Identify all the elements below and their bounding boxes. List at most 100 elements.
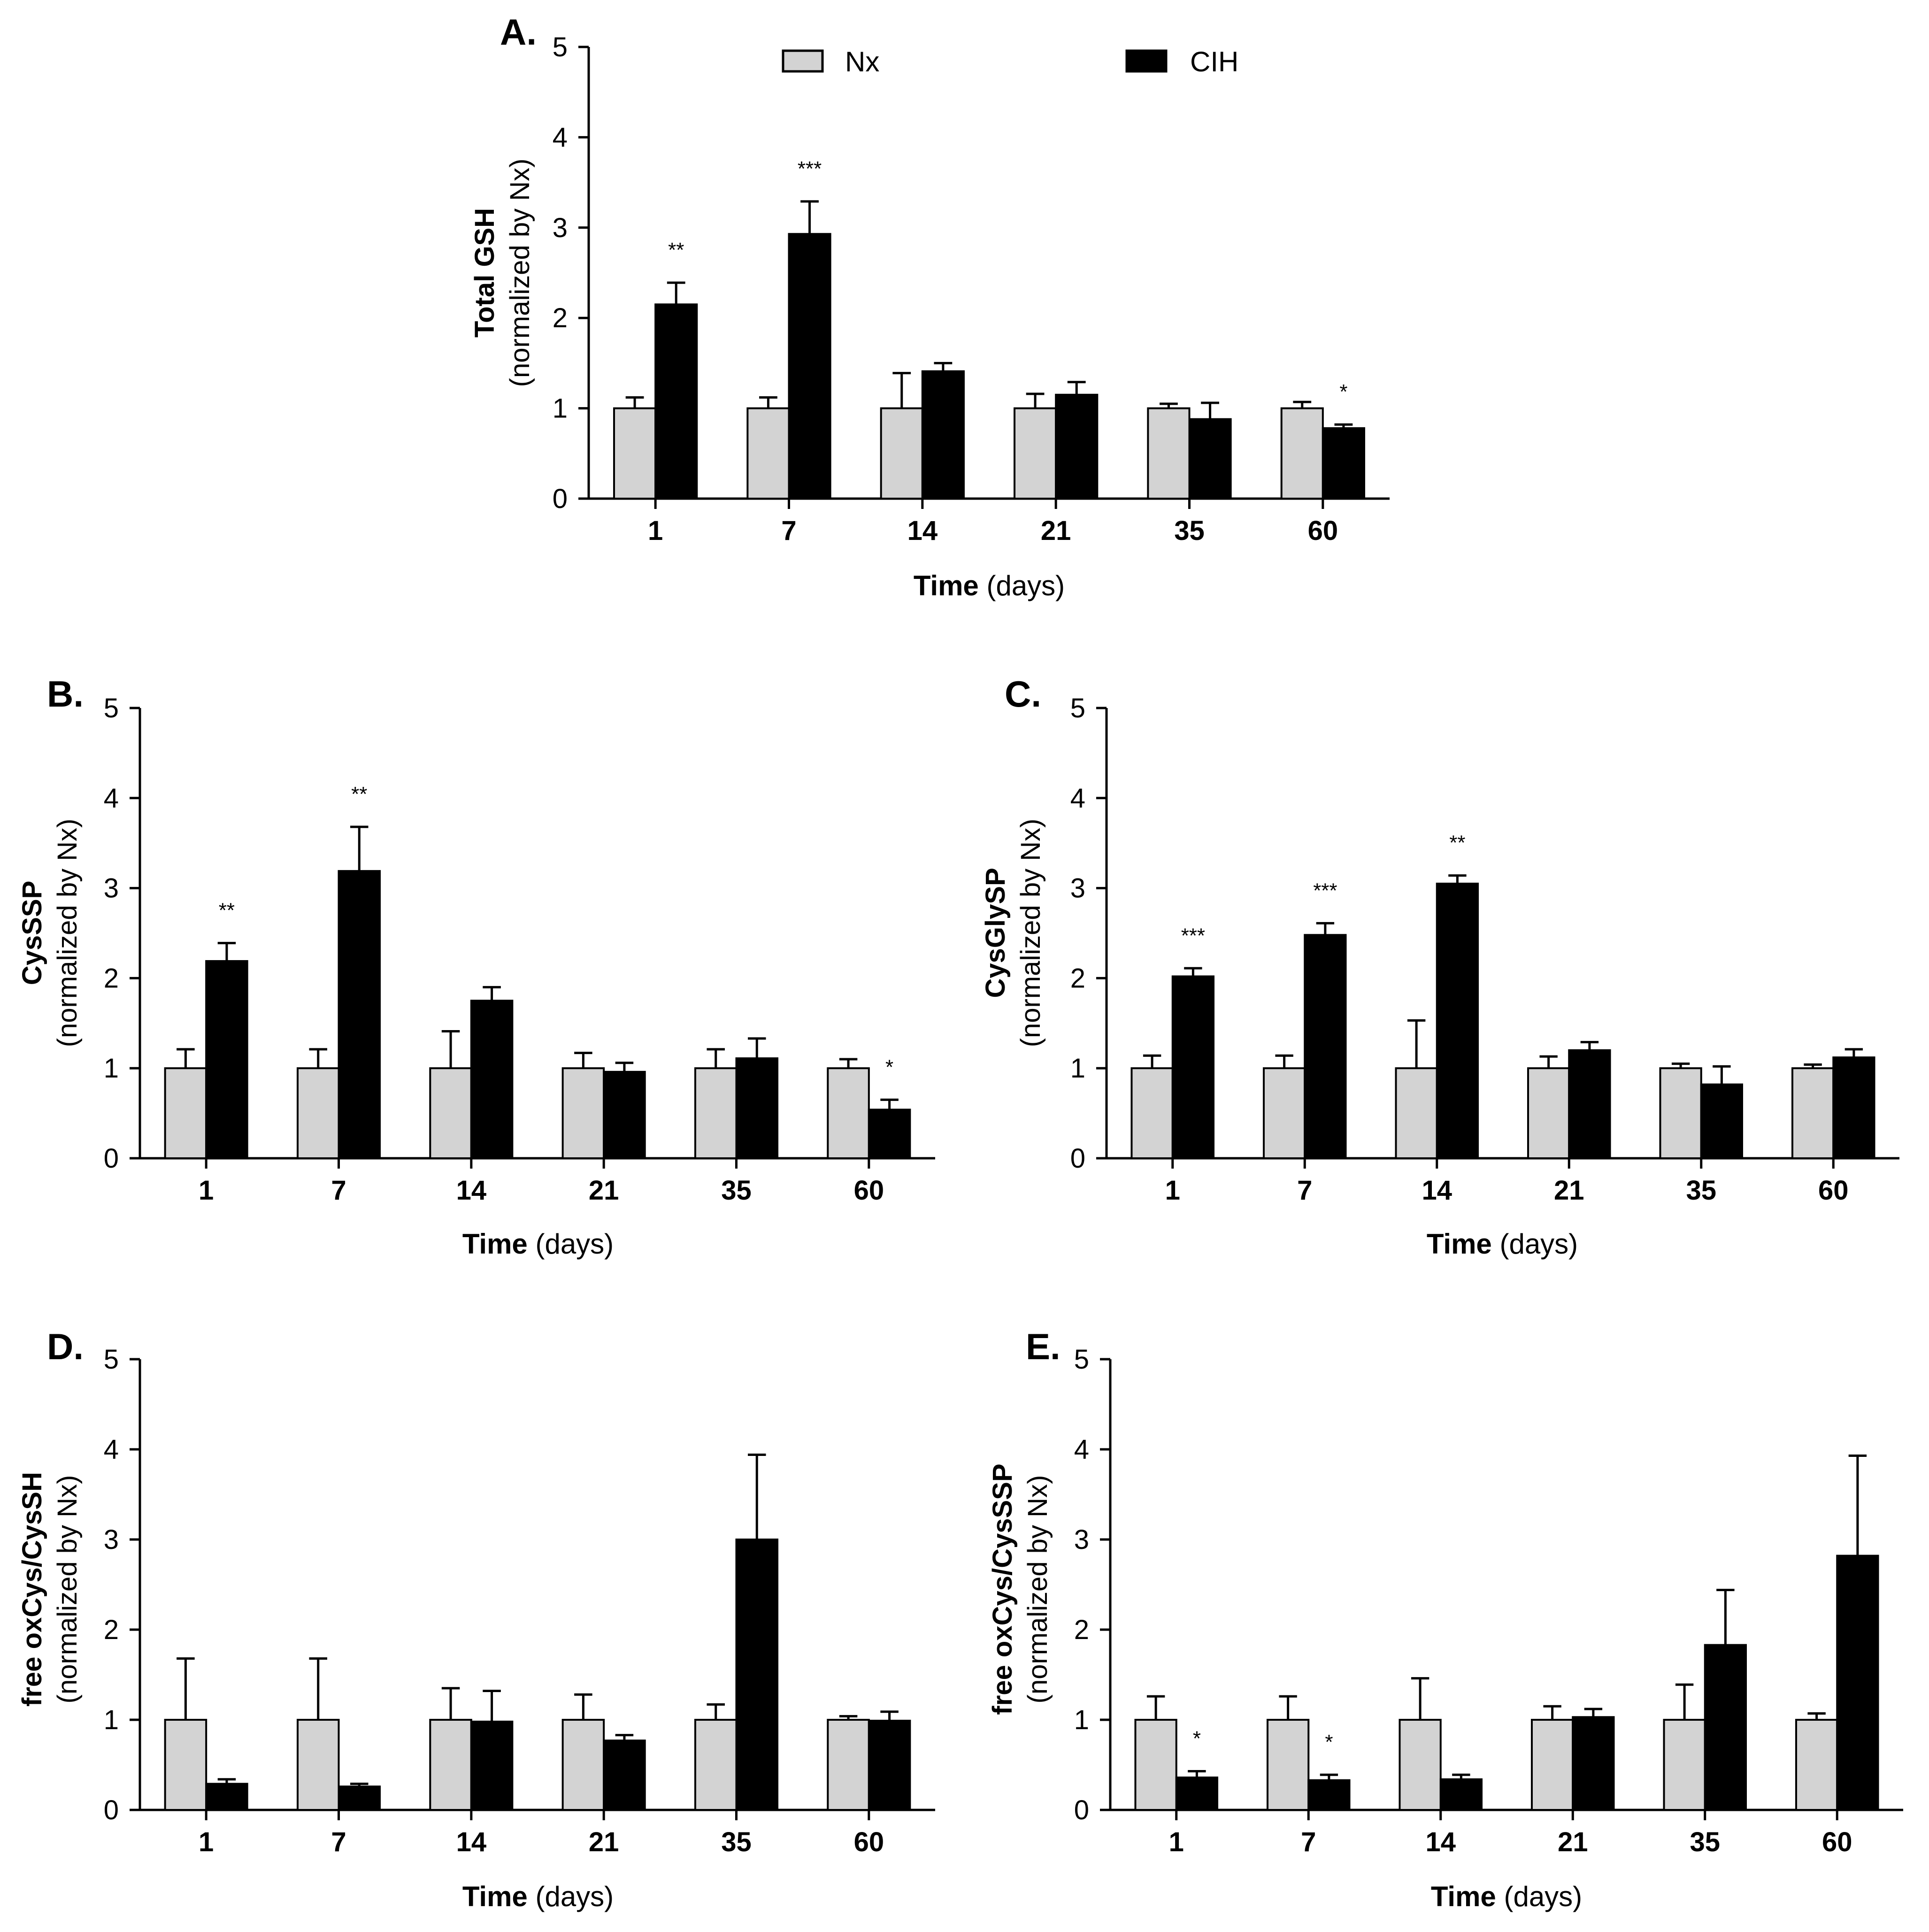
bar-nx (827, 1719, 870, 1811)
bar-cih (654, 303, 698, 500)
x-tick-label: 35 (1686, 1175, 1716, 1206)
chart-panel-b: B. CysSSP (normalized by Nx) Time (days)… (17, 673, 935, 1260)
y-tick-label: 1 (1074, 1705, 1089, 1735)
y-tick-label: 5 (104, 1344, 119, 1375)
bar-nx (296, 1067, 340, 1159)
y-tick-label: 4 (1070, 783, 1085, 814)
y-tick-label: 2 (104, 1615, 119, 1645)
y-axis-title-main: Total GSH (469, 208, 500, 338)
x-tick-label: 21 (1558, 1827, 1588, 1857)
bar-cih (735, 1539, 779, 1811)
x-tick-label: 7 (331, 1827, 346, 1857)
legend-swatch-nx (782, 49, 824, 73)
bar-cih (603, 1070, 646, 1160)
panel-label: E. (1026, 1326, 1061, 1367)
x-axis-title-unit: (days) (1496, 1881, 1582, 1912)
bar-nx (694, 1067, 738, 1159)
x-tick-label: 21 (589, 1175, 619, 1206)
bar-nx (1527, 1067, 1570, 1159)
y-tick-label: 4 (104, 1434, 119, 1465)
y-axis-title-main: CysSSP (17, 881, 47, 985)
x-axis-title: Time (days) (462, 1228, 614, 1260)
bar-nx (1134, 1719, 1177, 1811)
bar-nx (1130, 1067, 1174, 1159)
y-tick-label: 2 (104, 963, 119, 993)
y-tick-label: 4 (553, 122, 568, 153)
x-tick-label: 14 (456, 1827, 487, 1857)
legend-label-cih: CIH (1190, 46, 1238, 77)
bar-nx (1791, 1067, 1835, 1159)
y-tick-label: 0 (1070, 1143, 1085, 1174)
x-tick-label: 35 (1690, 1827, 1720, 1857)
bar-cih (868, 1108, 911, 1159)
bar-nx (164, 1719, 208, 1811)
y-tick-label: 3 (1074, 1524, 1089, 1555)
panel-label: B. (47, 673, 84, 715)
x-tick-label: 7 (781, 516, 796, 546)
bar-nx (1395, 1067, 1438, 1159)
x-tick-label: 60 (854, 1827, 884, 1857)
bar-cih (338, 870, 381, 1159)
bar-nx (561, 1067, 605, 1159)
bar-cih (1836, 1555, 1879, 1811)
y-tick-label: 1 (104, 1705, 119, 1735)
y-axis-title: free oxCys/CysSH (normalized by Nx) (17, 1472, 83, 1707)
x-tick-label: 1 (199, 1175, 214, 1206)
y-axis-title: Total GSH (normalized by Nx) (469, 159, 535, 387)
bar-cih (1572, 1716, 1615, 1811)
x-axis-title: Time (days) (1431, 1881, 1582, 1912)
x-tick-label: 14 (907, 516, 938, 546)
significance-label: * (885, 1055, 893, 1078)
x-tick-label: 7 (1297, 1175, 1312, 1206)
bar-cih (1322, 427, 1365, 500)
y-tick-label: 3 (104, 1524, 119, 1555)
x-tick-label: 14 (456, 1175, 487, 1206)
y-tick-label: 0 (104, 1795, 119, 1825)
bar-cih (1304, 934, 1347, 1160)
y-tick-label: 5 (553, 32, 568, 62)
bar-nx (613, 407, 657, 500)
chart-panel-d: D. free oxCys/CysSH (normalized by Nx) T… (17, 1326, 935, 1912)
y-axis-title: CysGlySP (normalized by Nx) (980, 819, 1046, 1047)
bar-nx (1399, 1719, 1442, 1811)
bar-nx (429, 1067, 472, 1159)
bar-cih (1055, 393, 1099, 500)
bar-nx (1530, 1719, 1574, 1811)
bar-cih (470, 1720, 514, 1811)
chart-panel-c: C. CysGlySP (normalized by Nx) Time (day… (980, 673, 1899, 1260)
significance-label: ** (668, 239, 684, 262)
legend-label-nx: Nx (845, 46, 879, 77)
bar-nx (1663, 1719, 1706, 1811)
y-tick-label: 0 (1074, 1795, 1089, 1825)
y-axis-title: free oxCys/CysSSP (normalized by Nx) (987, 1463, 1053, 1715)
x-tick-label: 35 (721, 1827, 752, 1857)
bar-cih (1832, 1056, 1875, 1160)
y-tick-label: 5 (104, 693, 119, 724)
significance-label: ** (219, 899, 235, 922)
y-axis-title-sub: (normalized by Nx) (52, 819, 83, 1047)
y-tick-label: 4 (104, 783, 119, 814)
x-tick-label: 14 (1422, 1175, 1452, 1206)
x-axis-title-unit: (days) (528, 1881, 614, 1912)
x-tick-label: 21 (589, 1827, 619, 1857)
x-axis-title-unit: (days) (528, 1228, 614, 1260)
bar-nx (561, 1719, 605, 1811)
x-axis-title-unit: (days) (1492, 1228, 1578, 1260)
legend: Nx CIH (782, 46, 1238, 77)
x-axis-title-main: Time (462, 1228, 528, 1260)
y-axis-title-main: free oxCys/CysSH (17, 1472, 47, 1707)
bar-nx (746, 407, 790, 500)
bar-cih (1307, 1779, 1351, 1811)
x-axis-title: Time (days) (1427, 1228, 1578, 1260)
bar-cih (1568, 1049, 1611, 1160)
x-tick-label: 21 (1554, 1175, 1584, 1206)
bar-nx (1262, 1067, 1306, 1159)
x-tick-label: 1 (1165, 1175, 1180, 1206)
chart-panel-a: A. Total GSH (normalized by Nx) Time (da… (469, 11, 1390, 601)
bar-nx (429, 1719, 472, 1811)
panel-label: D. (47, 1326, 84, 1367)
y-axis-title-sub: (normalized by Nx) (1022, 1475, 1053, 1704)
y-tick-label: 3 (553, 213, 568, 243)
x-tick-label: 35 (1174, 516, 1205, 546)
bar-cih (603, 1740, 646, 1811)
